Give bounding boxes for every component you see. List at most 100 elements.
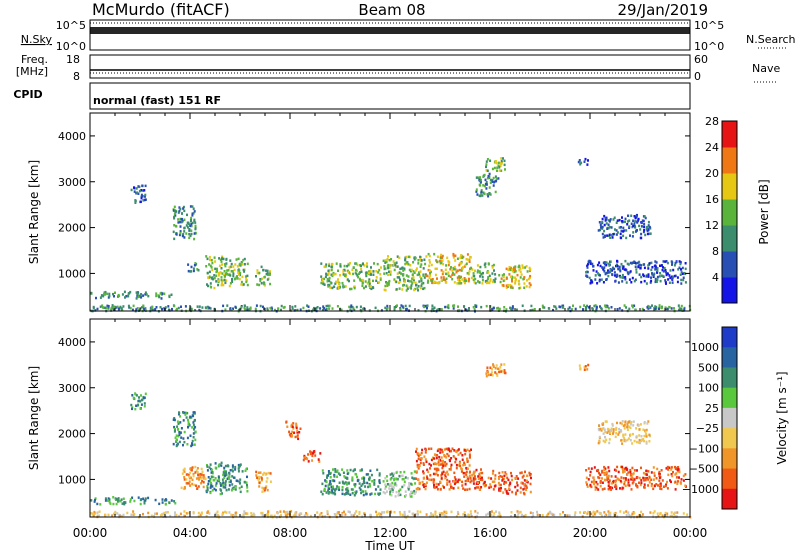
power-echo-cell [474,277,477,281]
velocity-echo-cell [191,478,194,481]
power-echo-cell [515,308,518,311]
power-echo-cell [265,269,267,272]
power-echo-cell [220,283,223,287]
velocity-echo-cell [296,429,299,432]
velocity-echo-cell [466,448,469,452]
power-echo-cell [365,271,368,274]
velocity-echo-cell [612,432,614,435]
velocity-echo-cell [441,448,443,452]
power-echo-cell [599,274,601,277]
velocity-echo-cell [413,470,416,473]
velocity-echo-cell [397,494,400,497]
velocity-echo-cell [684,484,687,487]
power-echo-cell [672,268,675,272]
power-echo-cell [497,306,500,310]
velocity-echo-cell [164,503,167,506]
power-echo-cell [410,280,413,283]
freq-panel: Freq. [MHz] 18 8 60 0 Nave [16,53,781,83]
power-echo-cell [623,304,626,307]
power-echo-cell [486,176,489,180]
power-echo-cell [112,292,114,296]
velocity-echo-cell [235,514,238,518]
velocity-echo-cell [384,487,387,490]
velocity-echo-cell [430,447,433,450]
velocity-echo-cell [214,484,217,487]
power-echo-cell [356,263,359,267]
power-echo-cell [405,255,408,259]
power-echo-cell [633,279,636,283]
power-echo-cell [525,265,528,268]
power-echo-cell [660,264,663,267]
power-echo-cell [123,290,126,294]
velocity-echo-cell [411,476,414,479]
velocity-echo-cell [117,497,120,500]
power-echo-cell [476,193,479,196]
velocity-echo-cell [660,469,663,472]
velocity-echo-cell [646,422,649,425]
velocity-echo-cell [525,479,528,482]
velocity-echo-cell [640,435,643,438]
power-echo-cell [630,222,633,225]
velocity-echo-cell [639,423,642,426]
velocity-echo-cell [406,477,409,480]
power-echo-cell [584,157,587,161]
velocity-echo-cell [449,483,452,486]
velocity-echo-cell [415,470,418,473]
power-echo-cell [175,308,178,312]
velocity-echo-region [382,470,417,498]
velocity-echo-cell [140,394,142,397]
power-echo-cell [242,283,245,286]
velocity-echo-cell [436,488,439,491]
power-echo-cell [485,165,487,169]
power-echo-cell [209,264,212,268]
velocity-echo-cell [670,511,673,514]
velocity-echo-cell [228,511,231,514]
power-echo-cell [598,221,601,224]
velocity-echo-cell [97,514,100,517]
velocity-echo-cell [437,461,440,464]
power-echo-cell [673,274,676,278]
velocity-echo-cell [188,480,191,483]
power-echo-cell [486,279,489,282]
power-echo-cell [107,307,110,310]
velocity-echo-cell [225,471,228,474]
velocity-echo-region [130,392,147,411]
power-echo-cell [624,217,627,221]
power-echo-cell [133,190,136,193]
velocity-echo-cell [610,427,613,430]
velocity-echo-cell [225,511,228,514]
power-echo-cell [666,307,669,311]
velocity-echo-cell [389,492,391,496]
velocity-echo-cell [344,513,347,516]
power-echo-cell [138,189,141,193]
velocity-echo-cell [232,487,235,491]
power-echo-cell [623,276,625,279]
power-echo-cell [492,306,495,310]
velocity-echo-cell [246,475,248,479]
power-echo-cell [514,270,517,273]
power-echo-cell [316,306,319,309]
freq-left-tick-bottom: 8 [73,70,80,83]
power-echo-cell [416,283,419,287]
power-echo-cell [188,228,191,231]
velocity-echo-cell [129,500,132,503]
velocity-echo-cell [358,512,361,515]
velocity-echo-cell [442,512,445,516]
velocity-echo-cell [622,469,624,473]
velocity-echo-cell [608,486,611,489]
power-echo-cell [664,260,667,263]
velocity-echo-cell [341,492,344,496]
power-echo-cell [628,307,631,311]
power-echo-cell [144,198,147,201]
velocity-echo-cell [311,459,314,462]
power-echo-cell [461,278,464,281]
power-echo-cell [596,263,599,267]
power-echo-cell [626,220,629,223]
power-echo-cell [442,276,445,279]
velocity-echo-cell [245,467,248,471]
velocity-echo-cell [606,478,609,482]
velocity-echo-cell [486,366,489,369]
velocity-echo-cell [192,436,195,439]
power-echo-cell [456,282,459,285]
